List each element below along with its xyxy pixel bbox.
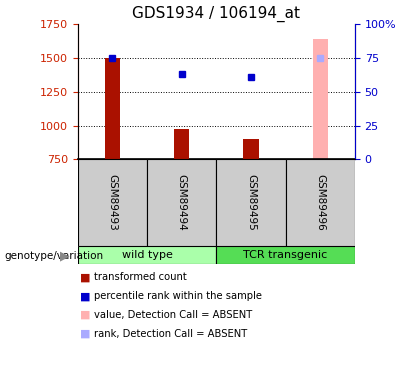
Text: TCR transgenic: TCR transgenic	[244, 250, 328, 260]
Title: GDS1934 / 106194_at: GDS1934 / 106194_at	[132, 5, 300, 22]
Text: transformed count: transformed count	[94, 273, 187, 282]
Bar	[105, 58, 120, 159]
Text: ■: ■	[80, 310, 90, 320]
Text: GSM89495: GSM89495	[246, 174, 256, 231]
Text: percentile rank within the sample: percentile rank within the sample	[94, 291, 262, 301]
Bar	[78, 159, 147, 246]
Text: ■: ■	[80, 291, 90, 301]
Text: ■: ■	[80, 329, 90, 339]
Bar	[216, 246, 355, 264]
Text: rank, Detection Call = ABSENT: rank, Detection Call = ABSENT	[94, 329, 248, 339]
Text: wild type: wild type	[121, 250, 173, 260]
Text: genotype/variation: genotype/variation	[4, 251, 103, 261]
Text: ▶: ▶	[60, 249, 70, 262]
Text: GSM89496: GSM89496	[315, 174, 325, 231]
Text: ■: ■	[80, 273, 90, 282]
Bar	[147, 159, 216, 246]
Bar	[78, 246, 216, 264]
Bar	[286, 159, 355, 246]
Text: GSM89494: GSM89494	[177, 174, 186, 231]
Bar	[312, 39, 328, 159]
Bar	[216, 159, 286, 246]
Bar	[243, 139, 259, 159]
Text: GSM89493: GSM89493	[108, 174, 117, 231]
Text: value, Detection Call = ABSENT: value, Detection Call = ABSENT	[94, 310, 253, 320]
Bar	[174, 129, 189, 159]
